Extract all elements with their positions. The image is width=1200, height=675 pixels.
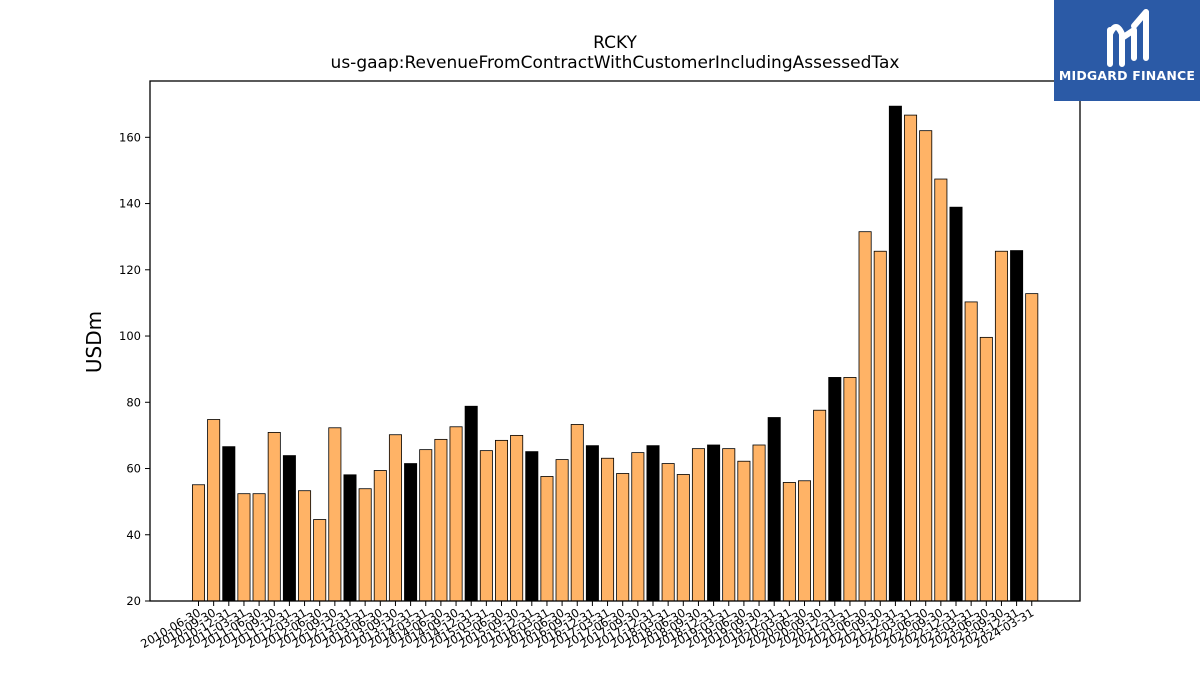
bar xyxy=(419,449,433,602)
y-tick-label: 140 xyxy=(119,197,141,211)
bars xyxy=(191,105,1039,602)
bar xyxy=(813,409,827,602)
bar xyxy=(828,377,842,602)
bar xyxy=(222,446,236,602)
bar xyxy=(737,460,751,602)
y-tick-label: 80 xyxy=(126,395,141,409)
bar xyxy=(191,484,205,602)
y-axis-label: USDm xyxy=(82,310,106,374)
bar xyxy=(707,444,721,602)
bar xyxy=(570,424,584,602)
bar xyxy=(358,488,372,602)
bar xyxy=(904,114,918,602)
y-axis: 20 40 60 80 100 120 140 160 xyxy=(119,130,150,608)
logo-text: MIDGARD FINANCE xyxy=(1058,68,1196,83)
chart-subtitle: us-gaap:RevenueFromContractWithCustomerI… xyxy=(330,53,900,73)
bar xyxy=(601,457,615,602)
y-tick-label: 60 xyxy=(126,462,141,476)
bar xyxy=(404,463,418,602)
bar xyxy=(949,206,963,602)
bar xyxy=(631,452,645,602)
bar xyxy=(1025,293,1039,602)
bar xyxy=(510,434,524,602)
bar xyxy=(979,336,993,602)
bar xyxy=(464,405,478,602)
bar xyxy=(207,419,221,602)
bar xyxy=(494,439,508,602)
bar xyxy=(585,445,599,602)
bar xyxy=(676,474,690,602)
bar xyxy=(616,473,630,602)
plot-frame xyxy=(149,80,1081,602)
bar xyxy=(282,455,296,602)
bar xyxy=(267,432,281,602)
bar xyxy=(479,450,493,602)
bar xyxy=(843,377,857,602)
bar xyxy=(691,448,705,602)
bar xyxy=(555,459,569,602)
bar xyxy=(540,476,554,602)
chart-title: RCKY xyxy=(593,33,637,53)
bar xyxy=(873,250,887,602)
bar xyxy=(782,482,796,602)
midgard-logo-mark-icon xyxy=(1107,9,1149,67)
bar xyxy=(646,445,660,602)
y-tick-label: 20 xyxy=(126,594,141,608)
bar xyxy=(343,474,357,602)
bar xyxy=(373,470,387,602)
midgard-finance-logo: MIDGARD FINANCE xyxy=(1054,0,1200,101)
bar xyxy=(994,250,1008,602)
bar xyxy=(722,448,736,602)
bar xyxy=(752,444,766,602)
bar xyxy=(858,231,872,602)
y-tick-label: 40 xyxy=(126,528,141,542)
bar xyxy=(434,438,448,602)
bar xyxy=(934,178,948,602)
bar xyxy=(388,434,402,602)
bar xyxy=(298,490,312,602)
bar xyxy=(313,519,327,602)
bar xyxy=(919,130,933,602)
bar xyxy=(661,463,675,602)
y-tick-label: 160 xyxy=(119,130,141,144)
bar xyxy=(252,493,266,602)
bar xyxy=(525,451,539,602)
bar xyxy=(1010,250,1024,602)
y-tick-label: 120 xyxy=(119,263,141,277)
bar xyxy=(449,426,463,602)
bar xyxy=(964,301,978,602)
y-tick-label: 100 xyxy=(119,329,141,343)
bar xyxy=(237,493,251,602)
bar xyxy=(328,427,342,602)
bar xyxy=(767,417,781,602)
bar xyxy=(888,105,902,602)
bar xyxy=(798,480,812,602)
x-axis: 2010-06-302010-09-302010-12-312011-03-31… xyxy=(138,601,1036,651)
